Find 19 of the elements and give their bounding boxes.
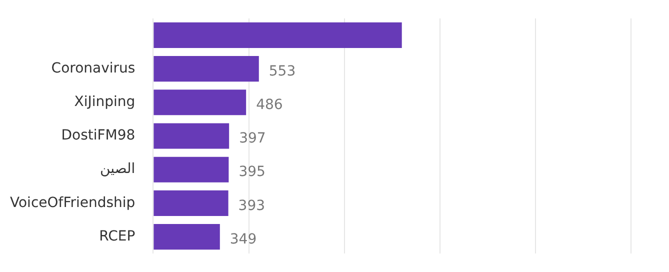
y-tick-label: الصين	[100, 161, 136, 178]
data-label: 553	[268, 63, 296, 80]
data-label: 397	[239, 130, 266, 147]
y-tick-label: DostiFM98	[61, 128, 136, 144]
bar	[154, 190, 228, 216]
data-label: 393	[238, 198, 266, 214]
bar	[154, 123, 230, 149]
bar	[154, 156, 229, 182]
bar	[154, 224, 220, 250]
data-label: 349	[230, 231, 257, 248]
data-label: 395	[238, 164, 266, 180]
bar	[154, 22, 402, 48]
data-label: 486	[256, 97, 283, 114]
y-tick-label: Coronavirus	[51, 60, 136, 76]
bar	[154, 56, 259, 82]
y-tick-label: VoiceOfFriendship	[10, 194, 136, 211]
y-tick-label: XiJinping	[74, 94, 136, 110]
y-tick-label: RCEP	[99, 228, 136, 244]
bar	[154, 90, 246, 116]
